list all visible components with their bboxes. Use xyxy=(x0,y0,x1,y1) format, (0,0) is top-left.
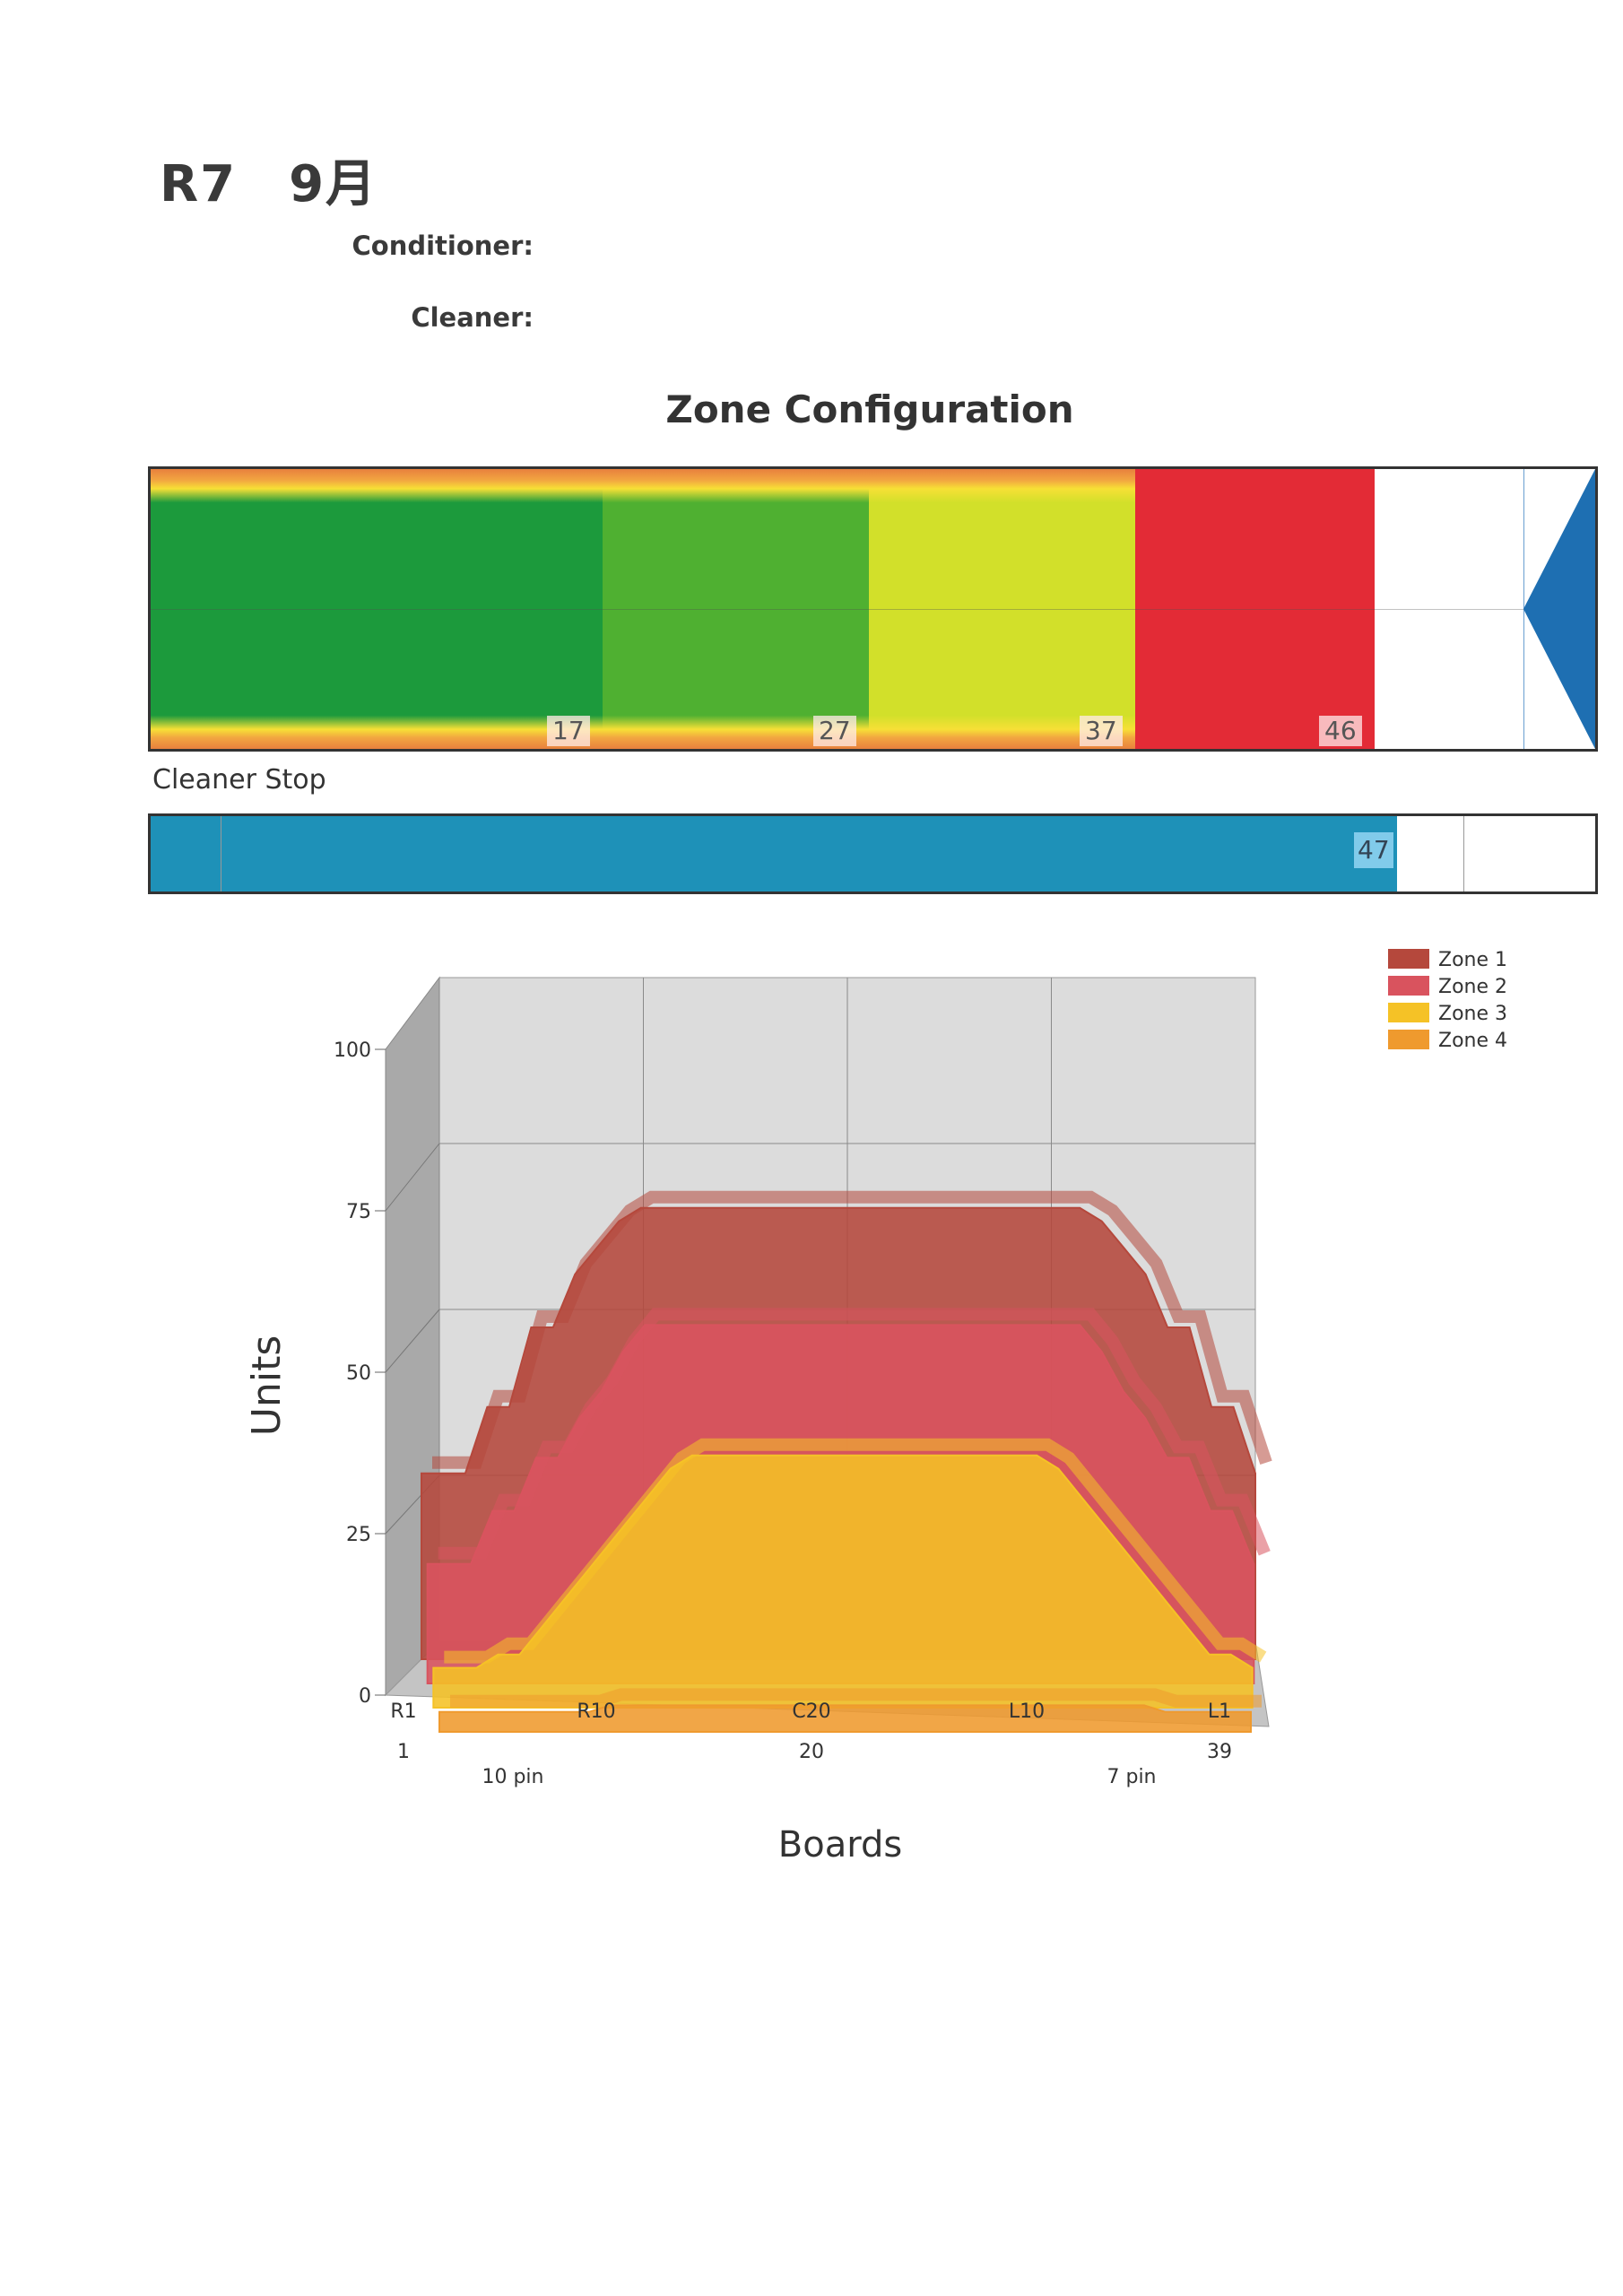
x-annotation: 10 pin xyxy=(482,1766,543,1788)
cleaner-stop-label: Cleaner Stop xyxy=(152,764,326,796)
x-board-number: 20 xyxy=(799,1741,824,1763)
zone-1-end-label: 17 xyxy=(547,716,590,746)
zone-2-segment xyxy=(603,469,869,749)
zone-3-end-label: 37 xyxy=(1080,716,1123,746)
legend-swatch xyxy=(1388,1030,1429,1049)
chart-gridline xyxy=(385,1143,440,1212)
series-rim-zone-2 xyxy=(438,1308,1271,1560)
chart-gridline xyxy=(385,1309,440,1373)
series-rim-zone-3 xyxy=(444,1438,1267,1664)
cleaner-stop-value: 47 xyxy=(1354,832,1393,868)
x-tick-label: L1 xyxy=(1208,1700,1231,1723)
legend-swatch xyxy=(1388,1003,1429,1022)
x-tick-label: R10 xyxy=(577,1700,615,1723)
cleaner-label: Cleaner: xyxy=(411,302,534,333)
zone-2-end-label: 27 xyxy=(813,716,856,746)
series-rim-zone-4 xyxy=(450,1688,1262,1708)
x-board-number: 39 xyxy=(1207,1741,1232,1763)
legend-label: Zone 1 xyxy=(1438,949,1507,971)
y-axis-title: Units xyxy=(244,1335,290,1437)
chart-series-group xyxy=(421,1190,1272,1733)
legend-swatch xyxy=(1388,949,1429,969)
lane-center-line xyxy=(151,609,1595,610)
cleaner-stop-bar: 47 xyxy=(148,813,1598,894)
y-tick-label: 100 xyxy=(334,1039,371,1062)
x-axis-title: Boards xyxy=(778,1824,902,1866)
legend-swatch xyxy=(1388,976,1429,996)
x-tick-label: C20 xyxy=(792,1700,830,1723)
series-rim-zone-1 xyxy=(432,1190,1272,1469)
chart-axes: 0 25 50 75 100 R1 R10 C20 L10 L1 1 20 39 10 pin 7 pin xyxy=(334,1039,1232,1788)
y-tick-label: 25 xyxy=(346,1524,371,1546)
document-title: R7 9月 xyxy=(160,155,378,213)
zone-4-segment xyxy=(1135,469,1375,749)
conditioner-label: Conditioner: xyxy=(352,230,534,261)
x-tick-label: L10 xyxy=(1009,1700,1045,1723)
x-tick-label: R1 xyxy=(390,1700,416,1723)
series-area-zone-4 xyxy=(438,1704,1252,1733)
zone-4-end-label: 46 xyxy=(1319,716,1362,746)
chart-legend: Zone 1 Zone 2 Zone 3 Zone 4 xyxy=(1388,949,1507,1052)
zone-configuration-title: Zone Configuration xyxy=(665,387,1074,431)
y-tick-label: 75 xyxy=(346,1201,371,1223)
cleaner-stop-fill xyxy=(151,816,1397,891)
y-tick-label: 0 xyxy=(359,1685,371,1708)
pin-deck-triangle-icon xyxy=(1523,469,1595,749)
y-tick-label: 50 xyxy=(346,1362,371,1385)
x-annotation: 7 pin xyxy=(1107,1766,1156,1788)
cleaner-stop-tick xyxy=(1463,816,1464,891)
legend-label: Zone 2 xyxy=(1438,976,1507,998)
x-board-number: 1 xyxy=(397,1741,410,1763)
legend-label: Zone 4 xyxy=(1438,1030,1507,1052)
zone-configuration-bar: 17 27 37 46 xyxy=(148,466,1598,752)
zone-1-segment xyxy=(151,469,603,749)
legend-label: Zone 3 xyxy=(1438,1003,1507,1025)
zone-3-segment xyxy=(869,469,1135,749)
